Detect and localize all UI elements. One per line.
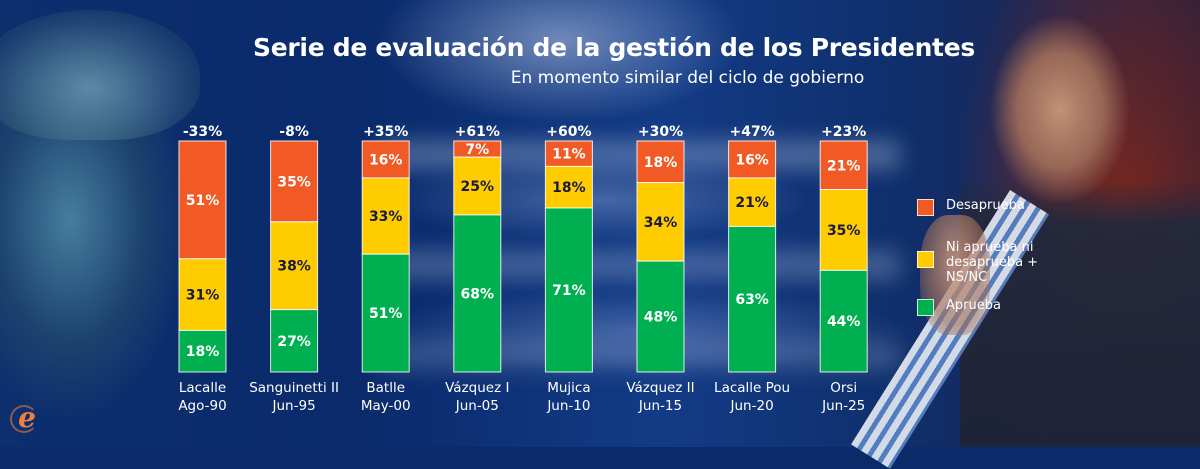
chart-subtitle: En momento similar del ciclo de gobierno [510,68,865,88]
data-label: 18% [552,180,586,196]
data-label: 21% [827,158,861,174]
bar-segment-desaprueba [178,140,227,260]
bar-group: 51% 31% 18% -33% Lacalle Ago-90 [178,124,226,414]
bar-segment-ni [453,156,502,216]
bar-segment-aprueba [819,269,868,373]
legend-label: Ni aprueba ni desaprueba + NS/NC [946,240,1039,285]
net-approval-label: +61% [455,124,500,140]
data-label: 34% [644,215,678,231]
bar-segment-ni [178,258,227,331]
category-label-date: Jun-25 [821,398,865,414]
data-label: 31% [186,288,220,304]
bar-segment-aprueba [270,309,319,373]
stacked-bar-chart: 51% 31% 18% -33% Lacalle Ago-90 35% 38% 27% -8% Sa… [178,124,868,414]
category-label-date: May-00 [361,398,411,414]
data-label: 44% [827,314,861,330]
data-label: 7% [465,142,489,158]
data-label: 16% [369,152,403,168]
president-photo-left [0,0,220,460]
category-label-name: Vázquez II [626,380,694,396]
category-label-date: Jun-05 [455,398,499,414]
data-label: 68% [461,286,495,302]
net-approval-label: -33% [183,124,222,140]
category-label-date: Jun-95 [272,398,316,414]
bar-segment-aprueba [453,214,502,373]
net-approval-label: +35% [363,124,408,140]
net-approval-label: +23% [821,124,866,140]
bar-group: 16% 33% 51% +35% Batlle May-00 [361,124,411,414]
bar-group: 18% 34% 48% +30% Vázquez II Jun-15 [626,124,694,414]
legend-label: Aprueba [946,298,1001,313]
data-label: 71% [552,283,586,299]
bar-segment-ni [728,177,777,227]
legend-item-aprueba: Aprueba [917,298,1056,316]
net-approval-label: +30% [638,124,683,140]
data-label: 27% [277,334,311,350]
category-label-name: Sanguinetti II [249,380,339,396]
category-label-name: Batlle [366,380,405,396]
legend-label: Desaprueba [946,198,1025,213]
data-label: 35% [827,223,861,239]
category-label-name: Orsi [830,380,857,396]
category-label-name: Lacalle Pou [714,380,790,396]
bar-segment-aprueba [544,207,593,373]
data-label: 25% [461,179,495,195]
category-label-name: Mujica [547,380,590,396]
net-approval-label: +47% [729,124,774,140]
bar-group: 35% 38% 27% -8% Sanguinetti II Jun-95 [249,124,339,414]
bar-group: 11% 18% 71% +60% Mujica Jun-10 [544,124,593,414]
category-label-date: Ago-90 [178,398,226,414]
data-label: 63% [735,292,769,308]
data-label: 51% [186,193,220,209]
net-approval-label: -8% [279,124,309,140]
category-label-date: Jun-10 [546,398,590,414]
category-label-name: Vázquez I [445,380,509,396]
category-label-date: Jun-15 [638,398,682,414]
data-label: 21% [735,195,769,211]
logo-ring [10,405,38,433]
photo-detail [0,10,200,140]
bar-segment-aprueba [728,225,777,373]
category-label-date: Jun-20 [730,398,774,414]
bar-segment-aprueba [361,253,410,373]
bar-segment-desaprueba [636,140,685,184]
data-label: 11% [552,147,586,163]
data-label: 18% [186,344,220,360]
bar-group: 7% 25% 68% +61% Vázquez I Jun-05 [445,124,509,414]
net-approval-label: +60% [546,124,591,140]
bar-segment-ni [819,189,868,271]
data-label: 16% [735,152,769,168]
bar-segment-desaprueba [361,140,410,179]
data-label: 33% [369,209,403,225]
bar-segment-ni [636,182,685,262]
bar-segment-aprueba [178,329,227,373]
data-label: 48% [644,310,678,326]
bar-group: 21% 35% 44% +23% Orsi Jun-25 [819,124,868,414]
bar-group: 16% 21% 63% +47% Lacalle Pou Jun-20 [714,124,790,414]
legend-item-ni: Ni aprueba ni desaprueba + NS/NC [917,240,1061,285]
data-label: 18% [644,155,678,171]
bar-segment-aprueba [636,260,685,373]
category-label-name: Lacalle [179,380,226,396]
data-label: 51% [369,306,403,322]
chart-title: Serie de evaluación de la gestión de los… [253,33,975,62]
legend-swatch-desaprueba [917,199,934,216]
bar-segment-ni [544,165,593,209]
data-label: 38% [277,259,311,275]
elpais-logo-icon: e [18,401,36,434]
legend-item-desaprueba: Desaprueba [917,198,1056,216]
bar-segment-ni [361,177,410,255]
data-label: 35% [277,174,311,190]
bar-segment-ni [270,221,319,311]
legend-swatch-aprueba [917,299,934,316]
legend-swatch-ni [917,251,934,268]
